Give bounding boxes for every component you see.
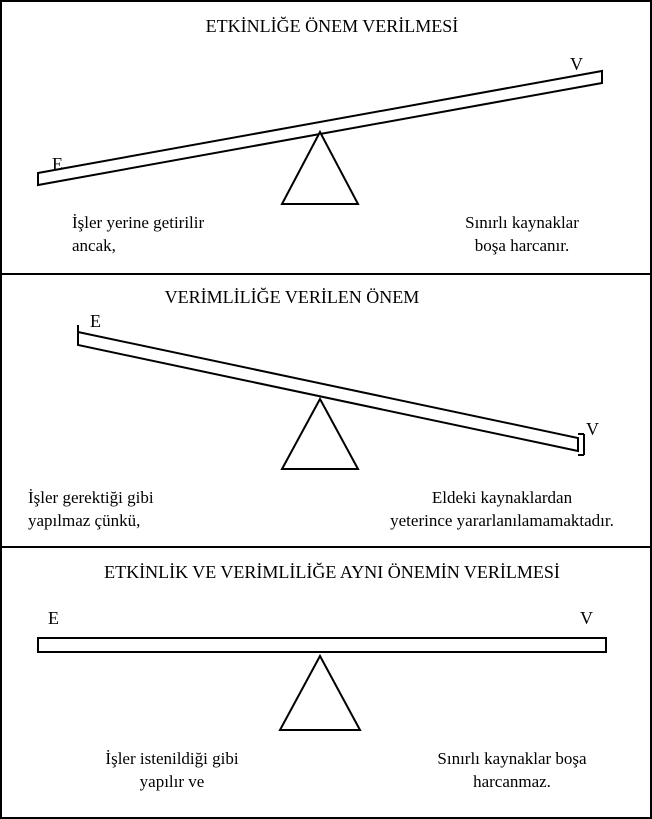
seesaw-svg-2	[2, 309, 650, 509]
caption-left-3: İşler istenildiği gibiyapılır ve	[62, 748, 282, 794]
diagram-container: ETKİNLİĞE ÖNEM VERİLMESİ E V İşler yerin…	[0, 0, 652, 819]
caption-right-3: Sınırlı kaynaklar boşaharcanmaz.	[402, 748, 622, 794]
fulcrum-1	[282, 132, 358, 204]
caption-right-2: Eldeki kaynaklardanyeterince yararlanıla…	[362, 487, 642, 533]
fulcrum-2	[282, 399, 358, 469]
panel-effectiveness: ETKİNLİĞE ÖNEM VERİLMESİ E V İşler yerin…	[2, 2, 650, 275]
panel-balanced: ETKİNLİK VE VERİMLİLİĞE AYNI ÖNEMİN VERİ…	[2, 548, 650, 819]
panel-efficiency: VERİMLİLİĞE VERİLEN ÖNEM E V İşler gerek…	[2, 275, 650, 548]
caption-right-1: Sınırlı kaynaklarboşa harcanır.	[422, 212, 622, 258]
panel-title-1: ETKİNLİĞE ÖNEM VERİLMESİ	[152, 16, 512, 37]
fulcrum-3	[280, 656, 360, 730]
caption-left-1: İşler yerine getirilirancak,	[72, 212, 272, 258]
beam-3	[38, 638, 606, 652]
caption-left-2: İşler gerektiği gibiyapılmaz çünkü,	[28, 487, 248, 533]
panel-title-2: VERİMLİLİĞE VERİLEN ÖNEM	[112, 287, 472, 308]
panel-title-3: ETKİNLİK VE VERİMLİLİĞE AYNI ÖNEMİN VERİ…	[62, 562, 602, 583]
